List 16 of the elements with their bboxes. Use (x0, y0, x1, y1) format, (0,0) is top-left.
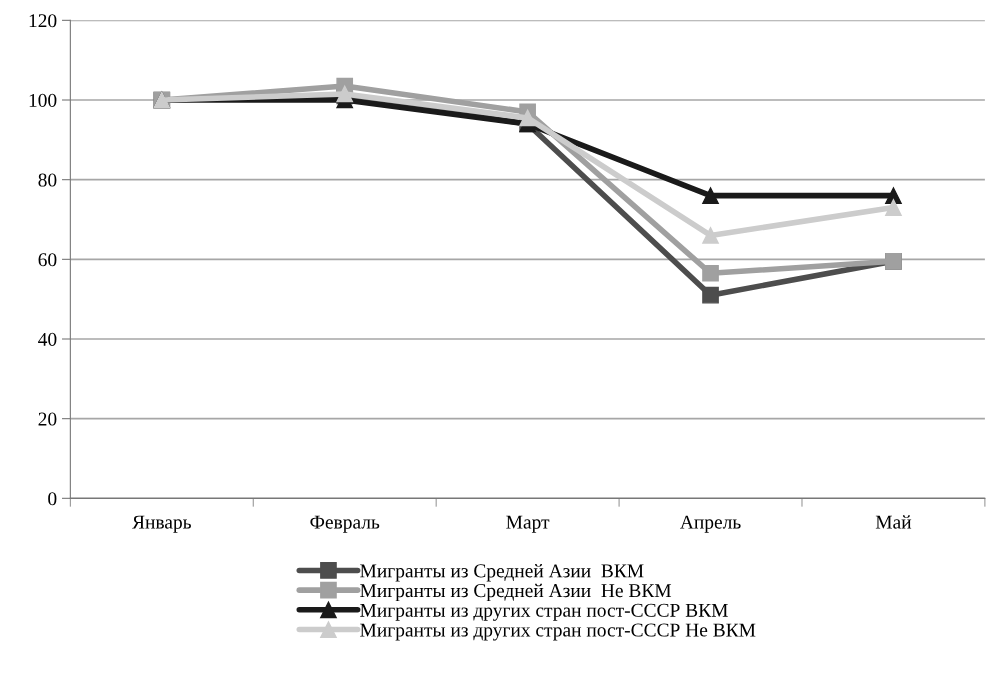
y-tick-label: 20 (38, 412, 57, 426)
y-tick-label: 100 (29, 93, 57, 107)
y-tick-label: 40 (38, 332, 57, 346)
legend-label: Мигранты из Средней Азии ВКМ (360, 563, 644, 582)
y-tick-label: 80 (38, 173, 57, 187)
y-tick-label: 0 (48, 492, 57, 506)
legend-label: Мигранты из Средней Азии Не ВКМ (360, 583, 672, 602)
x-tick-label: Апрель (680, 515, 741, 533)
y-tick-label: 120 (29, 14, 57, 28)
x-tick-label: Январь (132, 515, 191, 533)
legend-label: Мигранты из других стран пост-СССР Не ВКМ (360, 623, 756, 641)
x-tick-label: Февраль (310, 515, 380, 533)
x-tick-label: Май (875, 515, 912, 529)
y-tick-label: 60 (38, 253, 57, 267)
legend-label: Мигранты из других стран пост-СССР ВКМ (360, 603, 728, 621)
x-tick-label: Март (506, 515, 550, 533)
